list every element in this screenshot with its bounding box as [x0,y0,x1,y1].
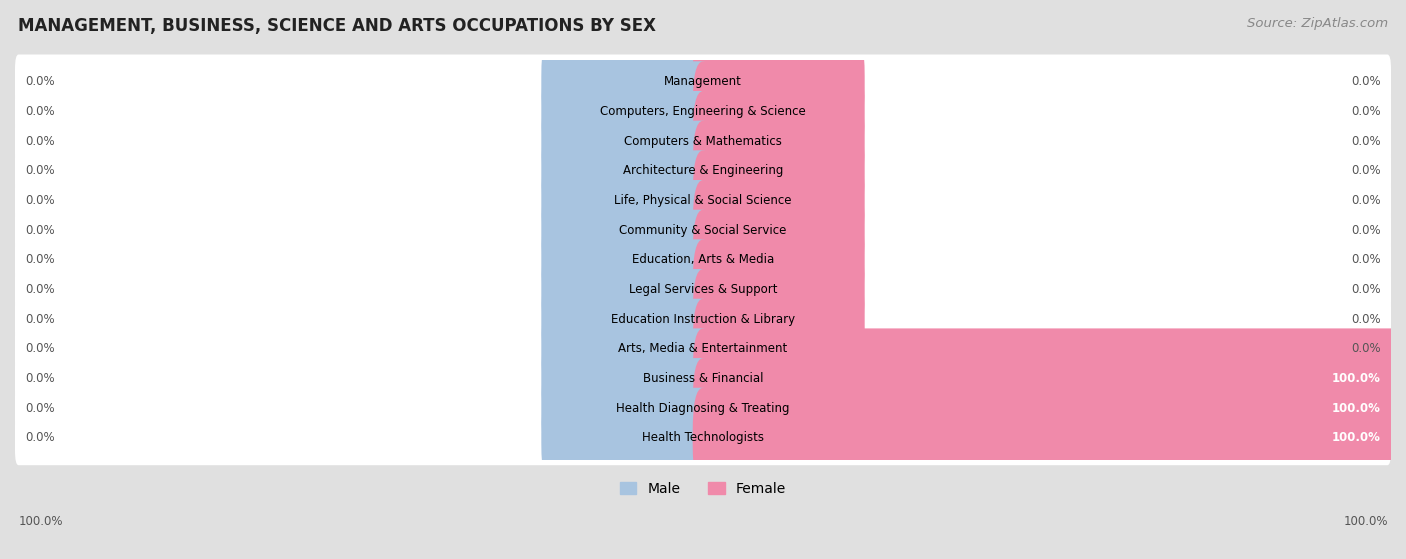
FancyBboxPatch shape [15,262,1391,317]
FancyBboxPatch shape [541,210,713,310]
Text: 0.0%: 0.0% [1351,283,1381,296]
FancyBboxPatch shape [15,144,1391,198]
Text: Health Technologists: Health Technologists [643,432,763,444]
FancyBboxPatch shape [15,351,1391,406]
FancyBboxPatch shape [693,388,1402,488]
FancyBboxPatch shape [541,269,713,369]
FancyBboxPatch shape [15,321,1391,376]
Text: 0.0%: 0.0% [25,372,55,385]
Text: 0.0%: 0.0% [25,135,55,148]
FancyBboxPatch shape [15,233,1391,287]
Text: 0.0%: 0.0% [1351,342,1381,356]
FancyBboxPatch shape [693,180,865,280]
FancyBboxPatch shape [541,299,713,399]
FancyBboxPatch shape [15,381,1391,435]
Text: Health Diagnosing & Treating: Health Diagnosing & Treating [616,402,790,415]
FancyBboxPatch shape [15,411,1391,465]
FancyBboxPatch shape [693,32,865,132]
Text: Education, Arts & Media: Education, Arts & Media [631,253,775,266]
Text: Architecture & Engineering: Architecture & Engineering [623,164,783,177]
Text: Legal Services & Support: Legal Services & Support [628,283,778,296]
Text: Community & Social Service: Community & Social Service [619,224,787,236]
Text: 0.0%: 0.0% [25,105,55,118]
FancyBboxPatch shape [541,121,713,221]
Text: 0.0%: 0.0% [1351,135,1381,148]
FancyBboxPatch shape [15,114,1391,168]
Text: Arts, Media & Entertainment: Arts, Media & Entertainment [619,342,787,356]
Text: Source: ZipAtlas.com: Source: ZipAtlas.com [1247,17,1388,30]
Text: 0.0%: 0.0% [25,283,55,296]
FancyBboxPatch shape [693,210,865,310]
Text: Life, Physical & Social Science: Life, Physical & Social Science [614,194,792,207]
FancyBboxPatch shape [541,32,713,132]
Text: 0.0%: 0.0% [1351,105,1381,118]
Text: Management: Management [664,75,742,88]
Text: 0.0%: 0.0% [1351,224,1381,236]
FancyBboxPatch shape [693,328,1402,429]
FancyBboxPatch shape [15,203,1391,258]
FancyBboxPatch shape [541,239,713,340]
FancyBboxPatch shape [693,61,865,162]
FancyBboxPatch shape [15,55,1391,109]
Text: Computers & Mathematics: Computers & Mathematics [624,135,782,148]
FancyBboxPatch shape [541,358,713,458]
Text: 0.0%: 0.0% [25,194,55,207]
FancyBboxPatch shape [693,299,865,399]
Text: Computers, Engineering & Science: Computers, Engineering & Science [600,105,806,118]
Text: 0.0%: 0.0% [1351,312,1381,326]
Text: 0.0%: 0.0% [1351,164,1381,177]
Text: 0.0%: 0.0% [25,342,55,356]
FancyBboxPatch shape [693,91,865,191]
FancyBboxPatch shape [541,180,713,280]
Text: 0.0%: 0.0% [25,432,55,444]
FancyBboxPatch shape [693,239,865,340]
FancyBboxPatch shape [15,84,1391,139]
Text: Education Instruction & Library: Education Instruction & Library [612,312,794,326]
Text: 100.0%: 100.0% [1331,402,1381,415]
FancyBboxPatch shape [541,91,713,191]
FancyBboxPatch shape [693,269,865,369]
Text: 0.0%: 0.0% [25,224,55,236]
FancyBboxPatch shape [693,121,865,221]
FancyBboxPatch shape [541,61,713,162]
FancyBboxPatch shape [541,328,713,429]
Text: 0.0%: 0.0% [25,253,55,266]
FancyBboxPatch shape [693,358,1402,458]
Text: 0.0%: 0.0% [25,75,55,88]
FancyBboxPatch shape [15,292,1391,347]
Text: 0.0%: 0.0% [1351,75,1381,88]
FancyBboxPatch shape [541,150,713,250]
FancyBboxPatch shape [541,388,713,488]
FancyBboxPatch shape [15,173,1391,228]
FancyBboxPatch shape [693,150,865,250]
Text: 0.0%: 0.0% [1351,194,1381,207]
Text: 100.0%: 100.0% [18,515,63,528]
Text: MANAGEMENT, BUSINESS, SCIENCE AND ARTS OCCUPATIONS BY SEX: MANAGEMENT, BUSINESS, SCIENCE AND ARTS O… [18,17,657,35]
Legend: Male, Female: Male, Female [614,476,792,501]
Text: 100.0%: 100.0% [1331,372,1381,385]
Text: 100.0%: 100.0% [1331,432,1381,444]
Text: 0.0%: 0.0% [25,312,55,326]
Text: 0.0%: 0.0% [25,164,55,177]
Text: 0.0%: 0.0% [1351,253,1381,266]
Text: 100.0%: 100.0% [1343,515,1388,528]
Text: 0.0%: 0.0% [25,402,55,415]
Text: Business & Financial: Business & Financial [643,372,763,385]
